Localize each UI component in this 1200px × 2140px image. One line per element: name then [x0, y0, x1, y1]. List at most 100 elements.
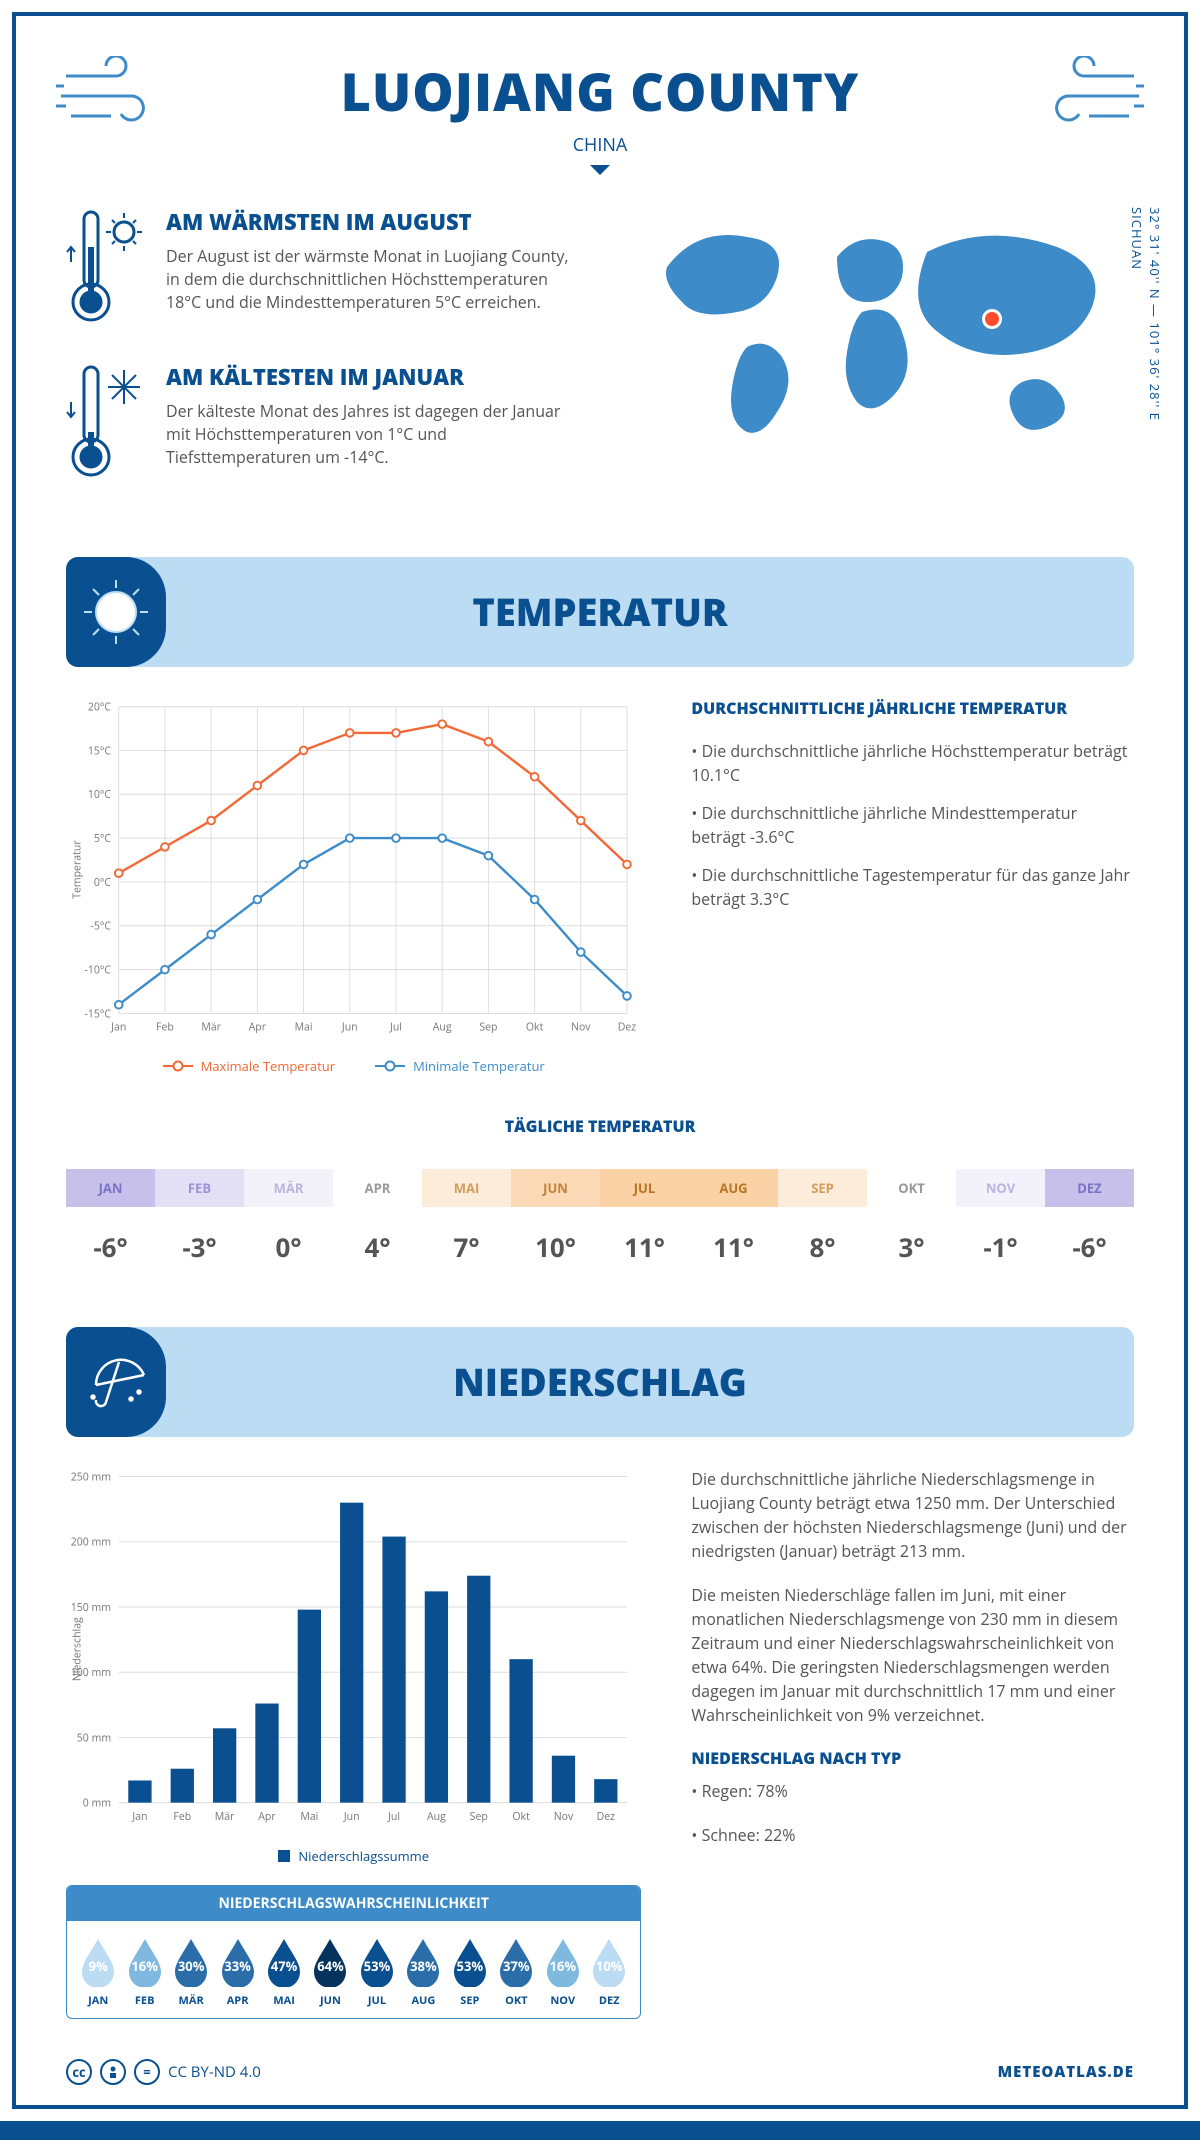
temperature-row: -15°C -10°C -5°C 0°C 5°C 10°C 15°C 20°C Jan Feb Mä… — [66, 697, 1134, 1075]
svg-text:-10°C: -10°C — [84, 963, 111, 977]
svg-text:Mai: Mai — [300, 1810, 318, 1824]
prob-drop: 16%FEB — [121, 1937, 167, 2008]
svg-text:Dez: Dez — [597, 1810, 616, 1824]
svg-text:Apr: Apr — [258, 1810, 276, 1824]
svg-text:Mär: Mär — [215, 1810, 235, 1824]
precip-paragraph-2: Die meisten Niederschläge fallen im Juni… — [691, 1583, 1134, 1727]
footer: cc = CC BY-ND 4.0 METEOATLAS.DE — [66, 2059, 1134, 2085]
svg-text:0 mm: 0 mm — [83, 1797, 111, 1811]
intro-section: AM WÄRMSTEN IM AUGUST Der August ist der… — [66, 207, 1134, 517]
temperature-chart: -15°C -10°C -5°C 0°C 5°C 10°C 15°C 20°C Jan Feb Mä… — [66, 697, 641, 1075]
map-column: 32° 31' 40'' N — 101° 36' 28'' E SICHUAN — [620, 207, 1134, 517]
svg-text:15°C: 15°C — [88, 744, 112, 758]
svg-text:5°C: 5°C — [94, 832, 112, 846]
coordinates-label: 32° 31' 40'' N — 101° 36' 28'' E SICHUAN — [1128, 207, 1164, 421]
svg-text:Mai: Mai — [295, 1021, 313, 1035]
precip-rain: • Regen: 78% — [691, 1779, 1134, 1803]
daily-temp-cell: OKT3° — [867, 1157, 956, 1287]
temperature-legend: Maximale Temperatur Minimale Temperatur — [66, 1057, 641, 1075]
svg-text:50 mm: 50 mm — [77, 1731, 111, 1745]
prob-drop: 64%JUN — [307, 1937, 353, 2008]
precip-banner: NIEDERSCHLAG — [66, 1327, 1134, 1437]
precip-paragraph-1: Die durchschnittliche jährliche Niedersc… — [691, 1467, 1134, 1563]
precip-text-column: Die durchschnittliche jährliche Niedersc… — [691, 1467, 1134, 2018]
temperature-heading: TEMPERATUR — [472, 586, 727, 638]
svg-text:Jan: Jan — [110, 1021, 126, 1035]
svg-text:Jun: Jun — [341, 1021, 358, 1035]
page: LUOJIANG COUNTY CHINA AM WÄRMST — [0, 0, 1200, 2121]
temp-bullet: • Die durchschnittliche jährliche Mindes… — [691, 801, 1134, 849]
wind-icon-left — [56, 56, 176, 136]
thermometer-sun-icon — [66, 207, 146, 332]
precip-row: 0 mm50 mm100 mm150 mm200 mm250 mmJanFebM… — [66, 1467, 1134, 2018]
country-label: CHINA — [573, 133, 628, 157]
precip-bar-chart: 0 mm50 mm100 mm150 mm200 mm250 mmJanFebM… — [66, 1467, 641, 1831]
prob-title: NIEDERSCHLAGSWAHRSCHEINLICHKEIT — [67, 1886, 640, 1921]
daily-temp-cell: FEB-3° — [155, 1157, 244, 1287]
daily-temp-cell: MÄR0° — [244, 1157, 333, 1287]
prob-drop: 33%APR — [214, 1937, 260, 2008]
intro-text-column: AM WÄRMSTEN IM AUGUST Der August ist der… — [66, 207, 580, 517]
prob-drop: 53%SEP — [447, 1937, 493, 2008]
svg-text:150 mm: 150 mm — [71, 1601, 111, 1615]
prob-drop: 37%OKT — [493, 1937, 539, 2008]
coldest-title: AM KÄLTESTEN IM JANUAR — [166, 362, 580, 392]
brand-label: METEOATLAS.DE — [998, 2062, 1134, 2082]
world-map-icon — [620, 207, 1134, 467]
svg-text:Mär: Mär — [201, 1021, 221, 1035]
svg-text:Jul: Jul — [389, 1021, 402, 1035]
svg-text:Jan: Jan — [131, 1810, 147, 1824]
svg-text:Apr: Apr — [249, 1021, 267, 1035]
prob-drop: 16%NOV — [540, 1937, 586, 2008]
temperature-banner: TEMPERATUR — [66, 557, 1134, 667]
svg-text:Feb: Feb — [156, 1021, 174, 1035]
license-block: cc = CC BY-ND 4.0 — [66, 2059, 261, 2085]
svg-text:Nov: Nov — [571, 1021, 591, 1035]
daily-temp-title: TÄGLICHE TEMPERATUR — [66, 1115, 1134, 1137]
annual-temp-title: DURCHSCHNITTLICHE JÄHRLICHE TEMPERATUR — [691, 697, 1134, 719]
daily-temp-cell: SEP8° — [778, 1157, 867, 1287]
svg-text:250 mm: 250 mm — [71, 1471, 111, 1485]
warmest-title: AM WÄRMSTEN IM AUGUST — [166, 207, 580, 237]
svg-text:Jun: Jun — [343, 1810, 360, 1824]
svg-text:200 mm: 200 mm — [71, 1536, 111, 1550]
prob-drop: 53%JUL — [354, 1937, 400, 2008]
daily-temp-cell: JAN-6° — [66, 1157, 155, 1287]
wind-icon-right — [1024, 56, 1144, 136]
temperature-summary: DURCHSCHNITTLICHE JÄHRLICHE TEMPERATUR •… — [691, 697, 1134, 1075]
prob-drop: 47%MAI — [261, 1937, 307, 2008]
umbrella-tab-icon — [66, 1327, 166, 1437]
location-title: LUOJIANG COUNTY — [66, 56, 1134, 127]
prob-drop: 9%JAN — [75, 1937, 121, 2008]
svg-text:Dez: Dez — [618, 1021, 637, 1035]
svg-text:Okt: Okt — [512, 1810, 530, 1824]
precip-legend: Niederschlagssumme — [66, 1847, 641, 1865]
daily-temp-cell: MAI7° — [422, 1157, 511, 1287]
header: LUOJIANG COUNTY CHINA — [66, 56, 1134, 157]
nd-icon: = — [134, 2059, 160, 2085]
thermometer-snow-icon — [66, 362, 146, 487]
content-frame: LUOJIANG COUNTY CHINA AM WÄRMST — [12, 12, 1188, 2109]
svg-text:Aug: Aug — [433, 1021, 452, 1035]
svg-text:10°C: 10°C — [88, 788, 112, 802]
precip-heading: NIEDERSCHLAG — [453, 1356, 747, 1408]
coldest-text: Der kälteste Monat des Jahres ist dagege… — [166, 400, 580, 470]
svg-text:Temperatur: Temperatur — [70, 840, 84, 899]
svg-text:Nov: Nov — [554, 1810, 574, 1824]
svg-text:Sep: Sep — [470, 1810, 488, 1824]
daily-temp-cell: APR4° — [333, 1157, 422, 1287]
precip-probability-box: NIEDERSCHLAGSWAHRSCHEINLICHKEIT 9%JAN16%… — [66, 1885, 641, 2019]
precip-snow: • Schnee: 22% — [691, 1823, 1134, 1847]
svg-text:0°C: 0°C — [94, 876, 112, 890]
svg-text:-15°C: -15°C — [84, 1007, 111, 1021]
license-text: CC BY-ND 4.0 — [168, 2062, 261, 2082]
sun-tab-icon — [66, 557, 166, 667]
daily-temp-cell: NOV-1° — [956, 1157, 1045, 1287]
svg-text:20°C: 20°C — [88, 700, 112, 714]
svg-text:Jul: Jul — [387, 1810, 400, 1824]
svg-text:Okt: Okt — [526, 1021, 544, 1035]
svg-text:-5°C: -5°C — [91, 920, 112, 934]
warmest-text: Der August ist der wärmste Monat in Luoj… — [166, 245, 580, 315]
prob-drop: 38%AUG — [400, 1937, 446, 2008]
prob-drops-row: 9%JAN16%FEB30%MÄR33%APR47%MAI64%JUN53%JU… — [67, 1921, 640, 2018]
